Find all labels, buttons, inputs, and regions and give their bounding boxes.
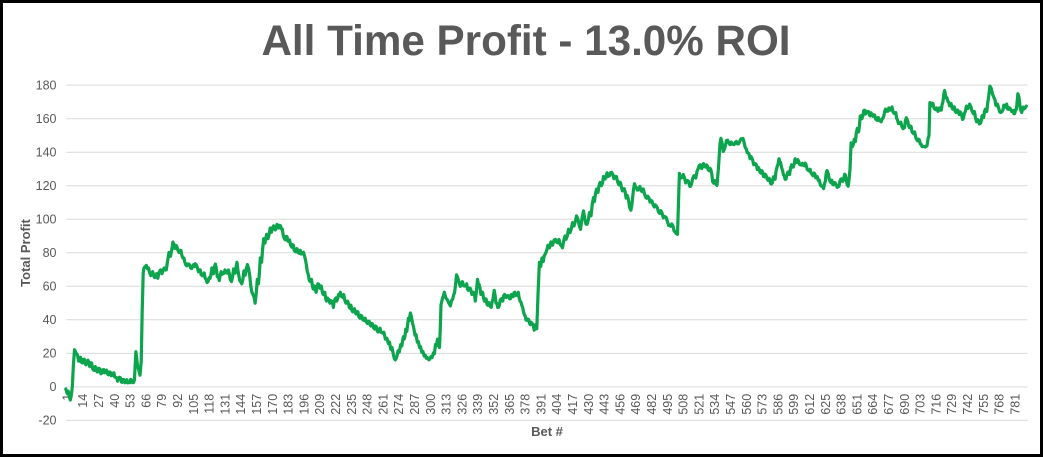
- svg-text:443: 443: [598, 394, 612, 415]
- svg-text:456: 456: [613, 394, 627, 415]
- svg-text:703: 703: [914, 394, 928, 415]
- svg-text:430: 430: [582, 394, 596, 415]
- svg-text:404: 404: [550, 394, 564, 415]
- svg-text:625: 625: [819, 394, 833, 415]
- svg-text:222: 222: [329, 394, 343, 415]
- svg-text:560: 560: [740, 394, 754, 415]
- svg-text:417: 417: [566, 394, 580, 415]
- svg-text:Total Profit: Total Profit: [18, 219, 33, 287]
- svg-text:677: 677: [882, 394, 896, 415]
- svg-text:495: 495: [661, 394, 675, 415]
- svg-text:365: 365: [503, 394, 517, 415]
- svg-text:586: 586: [771, 394, 785, 415]
- svg-text:All Time Profit - 13.0% ROI: All Time Profit - 13.0% ROI: [261, 17, 790, 64]
- svg-text:196: 196: [297, 394, 311, 415]
- svg-text:14: 14: [76, 394, 90, 408]
- svg-text:664: 664: [866, 394, 880, 415]
- svg-text:651: 651: [850, 394, 864, 415]
- svg-text:261: 261: [376, 394, 390, 415]
- svg-text:0: 0: [50, 380, 57, 394]
- svg-text:534: 534: [708, 394, 722, 415]
- svg-text:482: 482: [645, 394, 659, 415]
- svg-text:378: 378: [519, 394, 533, 415]
- svg-text:300: 300: [424, 394, 438, 415]
- svg-text:690: 690: [898, 394, 912, 415]
- svg-text:120: 120: [36, 179, 57, 193]
- svg-text:326: 326: [455, 394, 469, 415]
- svg-text:755: 755: [977, 394, 991, 415]
- svg-text:235: 235: [345, 394, 359, 415]
- svg-text:131: 131: [218, 394, 232, 415]
- svg-text:180: 180: [36, 78, 57, 92]
- svg-text:60: 60: [43, 280, 57, 294]
- svg-text:183: 183: [282, 394, 296, 415]
- svg-text:469: 469: [629, 394, 643, 415]
- svg-text:66: 66: [139, 394, 153, 408]
- svg-text:599: 599: [787, 394, 801, 415]
- svg-text:105: 105: [187, 394, 201, 415]
- svg-text:287: 287: [408, 394, 422, 415]
- svg-text:508: 508: [677, 394, 691, 415]
- svg-text:638: 638: [835, 394, 849, 415]
- svg-text:547: 547: [724, 394, 738, 415]
- svg-text:274: 274: [392, 394, 406, 415]
- svg-text:27: 27: [92, 394, 106, 408]
- svg-text:160: 160: [36, 112, 57, 126]
- svg-text:170: 170: [266, 394, 280, 415]
- svg-text:40: 40: [108, 394, 122, 408]
- svg-text:391: 391: [534, 394, 548, 415]
- svg-text:40: 40: [43, 313, 57, 327]
- svg-text:781: 781: [1008, 394, 1022, 415]
- svg-text:Bet #: Bet #: [531, 424, 564, 439]
- svg-text:144: 144: [234, 394, 248, 415]
- svg-text:-20: -20: [38, 414, 56, 428]
- svg-text:79: 79: [155, 394, 169, 408]
- svg-text:742: 742: [961, 394, 975, 415]
- svg-text:352: 352: [487, 394, 501, 415]
- svg-text:140: 140: [36, 146, 57, 160]
- svg-text:573: 573: [756, 394, 770, 415]
- svg-text:118: 118: [203, 394, 217, 414]
- svg-text:521: 521: [692, 394, 706, 415]
- svg-text:716: 716: [929, 394, 943, 415]
- svg-text:339: 339: [471, 394, 485, 415]
- svg-text:157: 157: [250, 394, 264, 415]
- svg-text:612: 612: [803, 394, 817, 415]
- svg-text:92: 92: [171, 394, 185, 408]
- svg-text:20: 20: [43, 347, 57, 361]
- svg-text:100: 100: [36, 213, 57, 227]
- svg-text:313: 313: [440, 394, 454, 415]
- svg-text:53: 53: [124, 394, 138, 408]
- svg-text:1: 1: [60, 394, 74, 401]
- svg-text:729: 729: [945, 394, 959, 415]
- svg-text:248: 248: [361, 394, 375, 415]
- svg-text:209: 209: [313, 394, 327, 415]
- svg-text:768: 768: [993, 394, 1007, 415]
- svg-text:80: 80: [43, 246, 57, 260]
